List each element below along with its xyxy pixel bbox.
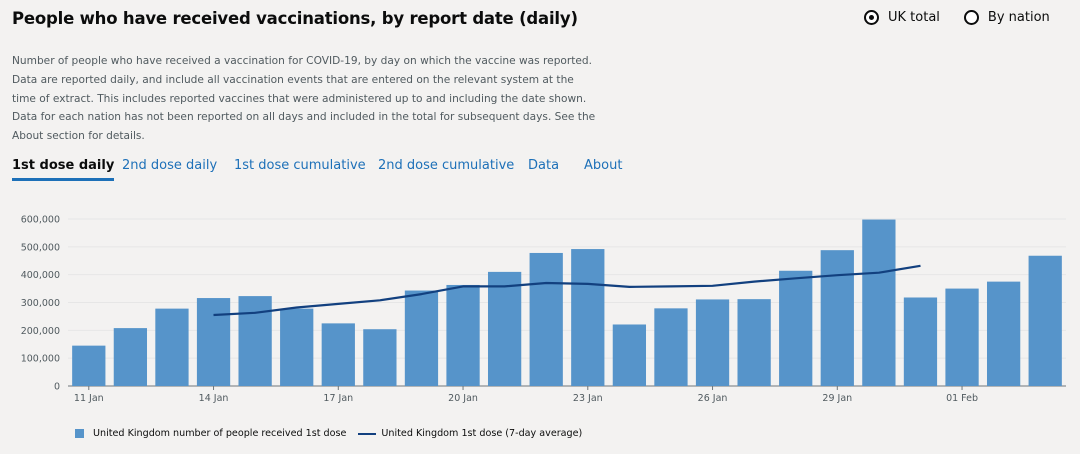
bar-21-jan [487,271,522,386]
bar-19-jan [404,290,439,386]
bar-25-jan [654,308,688,386]
x-tick-label: 23 Jan [573,393,603,404]
bar-20-jan [446,284,480,386]
bar-02-feb [986,281,1021,386]
legend-line-swatch [358,432,377,435]
y-tick-label: 500,000 [21,242,60,253]
bar-27-jan [737,299,771,386]
bar-30-jan [862,219,896,386]
seven-day-average-line [213,264,921,317]
bar-12-jan [113,328,148,386]
bar-26-jan [695,299,730,386]
bar-03-feb [1028,255,1062,386]
x-tick-label: 17 Jan [323,393,353,404]
radio-uk-total-label[interactable]: UK total [888,10,940,25]
y-tick-label: 0 [54,382,60,393]
tab-data[interactable]: Data [528,158,560,173]
description-line: Data for each nation has not been report… [12,111,596,124]
daily-vaccinations-chart: 0 100,000 200,000 300,000 400,000 500,000 600,… [21,215,1066,404]
tab-1st-dose-cumulative[interactable]: 1st dose cumulative [234,158,366,173]
legend-bar-swatch [75,429,84,438]
radio-by-nation[interactable]: By nation [963,10,1050,25]
tab-about[interactable]: About [584,158,623,173]
x-tick-label: 11 Jan [74,393,104,404]
x-tick-label: 14 Jan [199,393,229,404]
bar-14-jan [196,298,231,386]
chart-card-title: People who have received vaccinations, b… [12,9,578,28]
y-tick-label: 100,000 [21,354,60,365]
description-line: time of extract. This includes reported … [12,92,587,105]
bar-18-jan [363,329,397,386]
bar-11-jan [72,345,106,386]
radio-unchecked-icon[interactable] [963,10,979,25]
bar-28-jan [779,270,813,386]
x-tick-label: 29 Jan [822,393,852,404]
legend-line-label: United Kingdom 1st dose (7-day average) [381,428,583,439]
bar-17-jan [321,323,355,386]
y-tick-label: 400,000 [21,270,60,281]
tab-2nd-dose-daily[interactable]: 2nd dose daily [122,158,218,173]
y-tick-label: 300,000 [21,298,60,309]
legend-item-bars[interactable]: United Kingdom number of people received… [75,428,346,439]
description-line: Number of people who have received a vac… [12,55,593,67]
legend-bar-label: United Kingdom number of people received… [93,428,347,439]
bar-13-jan [155,308,189,386]
x-tick-label: 01 Feb [946,393,978,404]
bar-22-jan [529,252,563,386]
y-tick-label: 200,000 [21,326,60,337]
x-tick-label: 26 Jan [698,393,728,404]
description-line: About section for details. [12,130,145,143]
bar-29-jan [820,250,854,386]
bar-01-feb [945,288,979,386]
radio-checked-icon[interactable] [864,10,879,25]
tab-2nd-dose-cumulative[interactable]: 2nd dose cumulative [378,158,515,173]
bar-24-jan [612,324,647,386]
bar-15-jan [238,296,272,386]
description-line: Data are reported daily, and include all… [12,73,574,86]
tab-1st-dose-daily[interactable]: 1st dose daily [12,158,115,181]
bar-16-jan [280,308,314,386]
legend-item-average[interactable]: United Kingdom 1st dose (7-day average) [358,428,582,439]
x-tick-label: 20 Jan [448,393,478,404]
y-tick-label: 600,000 [21,215,60,226]
chart-legend: United Kingdom number of people received… [75,428,582,439]
chart-description: Number of people who have received a vac… [12,52,596,146]
view-selector: UK total By nation [864,10,1050,25]
radio-uk-total[interactable]: UK total [864,10,940,25]
bar-23-jan [571,249,605,386]
radio-by-nation-label[interactable]: By nation [987,10,1050,25]
bar-31-jan [903,297,938,386]
